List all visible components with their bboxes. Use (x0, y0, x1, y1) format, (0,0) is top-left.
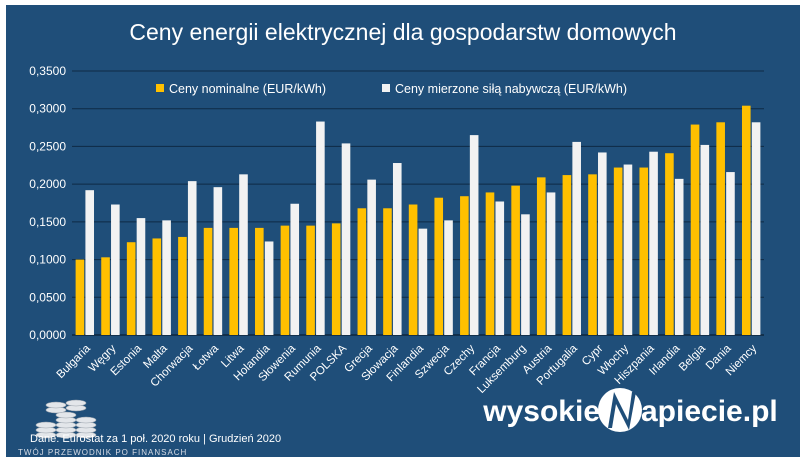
bar-ppp (751, 122, 761, 335)
bar-nominal (178, 236, 187, 335)
y-tick-label: 0,0000 (29, 328, 66, 342)
legend-swatch-ppp (382, 84, 390, 92)
bar-ppp (649, 151, 658, 335)
bar-nominal (665, 153, 674, 335)
bar-ppp (572, 141, 581, 335)
legend-swatch-nominal (156, 84, 164, 92)
lightning-n-icon (598, 388, 642, 432)
bar-nominal (690, 124, 700, 335)
bar-ppp (136, 218, 146, 335)
bar-ppp (290, 203, 300, 335)
y-tick-label: 0,2500 (29, 139, 66, 153)
bar-ppp (341, 143, 351, 335)
bar-nominal (434, 197, 444, 335)
bar-nominal (741, 105, 751, 335)
y-tick-label: 0,3000 (29, 102, 66, 116)
source-note: Dane: Eurostat za 1 poł. 2020 roku | Gru… (30, 433, 281, 445)
bar-ppp (546, 192, 556, 335)
bar-nominal (306, 225, 315, 335)
bar-nominal (101, 257, 110, 335)
bar-nominal (229, 227, 238, 335)
bar-ppp (187, 181, 197, 335)
bar-ppp (316, 121, 325, 335)
bar-nominal (562, 175, 572, 335)
bar-ppp (85, 190, 95, 335)
bar-nominal (126, 242, 136, 335)
brand-logo: wysokie apiecie.pl (482, 388, 778, 432)
bar-ppp (623, 164, 633, 335)
brand-text-left: wysokie (482, 395, 600, 428)
bar-ppp (239, 174, 248, 335)
bar-nominal (536, 177, 546, 335)
bar-nominal (255, 227, 264, 335)
bar-ppp (674, 178, 684, 335)
bar-nominal (357, 208, 367, 335)
bar-nominal (152, 238, 162, 335)
bar-ppp (392, 163, 402, 335)
bar-ppp (213, 187, 223, 335)
legend: Ceny nominalne (EUR/kWh) Ceny mierzone s… (156, 82, 627, 96)
bar-ppp (726, 172, 735, 335)
bar-ppp (418, 228, 428, 335)
bar-nominal (383, 208, 392, 335)
bar-ppp (495, 201, 505, 335)
bar-ppp (444, 220, 453, 335)
bar-nominal (331, 223, 341, 335)
bar-ppp (111, 204, 120, 335)
y-tick-label: 0,3500 (29, 64, 66, 78)
bar-ppp (367, 179, 376, 335)
y-tick-label: 0,2000 (29, 177, 66, 191)
y-tick-label: 0,1000 (29, 253, 66, 267)
bar-nominal (716, 122, 725, 335)
y-tick-label: 0,0500 (29, 290, 66, 304)
bar-nominal (588, 174, 597, 335)
brand-text-right: apiecie.pl (641, 395, 778, 428)
y-tick-label: 0,1500 (29, 215, 66, 229)
watermark-text: TWÓJ PRZEWODNIK PO FINANSACH (18, 448, 187, 457)
bar-ppp (700, 144, 710, 335)
legend-label-nominal: Ceny nominalne (EUR/kWh) (169, 82, 326, 96)
chart-title: Ceny energii elektrycznej dla gospodarst… (129, 19, 676, 45)
bar-nominal (613, 167, 623, 335)
bar-nominal (511, 185, 520, 335)
bar-ppp (264, 241, 274, 335)
bar-layer (75, 105, 761, 335)
bar-nominal (280, 225, 290, 335)
bar-nominal (485, 192, 495, 335)
bar-nominal (460, 196, 469, 335)
watermark-logo: TWÓJ PRZEWODNIK PO FINANSACH (18, 399, 187, 457)
y-axis-tick-labels: 0,0000 0,0500 0,1000 0,1500 0,2000 0,2500 0,30… (29, 64, 66, 342)
bar-ppp (521, 214, 530, 335)
grid-layer (72, 70, 764, 336)
legend-label-ppp: Ceny mierzone siłą nabywczą (EUR/kWh) (395, 82, 627, 96)
bar-ppp (469, 135, 479, 335)
bar-nominal (639, 167, 649, 335)
bar-ppp (162, 220, 171, 335)
bar-nominal (75, 259, 85, 335)
bar-nominal (408, 204, 418, 335)
bar-nominal (203, 227, 213, 335)
coin-stack-icon (35, 399, 97, 439)
bar-ppp (598, 152, 607, 335)
